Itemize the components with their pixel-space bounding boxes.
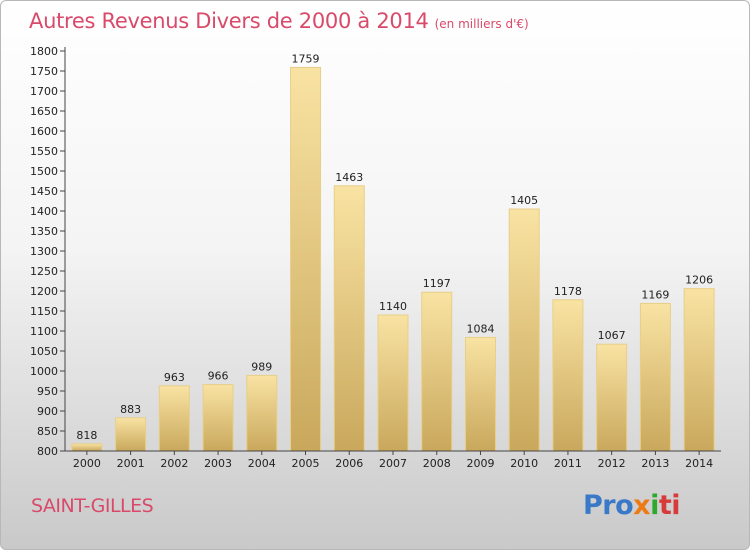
logo-part-x: x bbox=[633, 490, 651, 521]
bar-2004 bbox=[246, 374, 278, 452]
chart-subtitle: (en milliers d'€) bbox=[434, 17, 529, 31]
bar-2003 bbox=[202, 384, 234, 452]
x-tick-label-2001: 2001 bbox=[117, 457, 145, 470]
x-tick-label-2002: 2002 bbox=[160, 457, 188, 470]
y-tick-label: 1450 bbox=[30, 185, 58, 198]
x-tick-label-2005: 2005 bbox=[292, 457, 320, 470]
data-label-2013: 1169 bbox=[641, 288, 669, 301]
y-tick-label: 800 bbox=[37, 445, 58, 458]
data-label-2009: 1084 bbox=[466, 322, 494, 335]
logo-part-pro: Pro bbox=[583, 490, 634, 521]
y-tick-label: 1000 bbox=[30, 365, 58, 378]
x-tick-label-2003: 2003 bbox=[204, 457, 232, 470]
x-tick-label-2004: 2004 bbox=[248, 457, 276, 470]
proxiti-logo: Proxiti bbox=[583, 490, 681, 521]
data-label-2008: 1197 bbox=[423, 277, 451, 290]
data-label-2006: 1463 bbox=[335, 171, 363, 184]
data-label-2003: 966 bbox=[208, 370, 229, 383]
y-tick-label: 1250 bbox=[30, 265, 58, 278]
y-tick-label: 1050 bbox=[30, 345, 58, 358]
y-tick-label: 1700 bbox=[30, 85, 58, 98]
bar-2011 bbox=[552, 299, 584, 452]
data-label-2010: 1405 bbox=[510, 194, 538, 207]
x-tick-label-2012: 2012 bbox=[598, 457, 626, 470]
bar-2012 bbox=[596, 343, 628, 452]
data-label-2001: 883 bbox=[120, 403, 141, 416]
x-tick-label-2000: 2000 bbox=[73, 457, 101, 470]
y-tick-label: 1400 bbox=[30, 205, 58, 218]
logo-part-ti: ti bbox=[658, 490, 681, 521]
y-tick-label: 1300 bbox=[30, 245, 58, 258]
data-label-2011: 1178 bbox=[554, 285, 582, 298]
bar-2008 bbox=[421, 291, 453, 452]
bar-2014 bbox=[683, 288, 715, 452]
y-tick-label: 1150 bbox=[30, 305, 58, 318]
y-tick-label: 1650 bbox=[30, 105, 58, 118]
bar-2006 bbox=[333, 185, 365, 452]
y-tick-label: 1550 bbox=[30, 145, 58, 158]
data-label-2012: 1067 bbox=[598, 329, 626, 342]
data-label-2007: 1140 bbox=[379, 300, 407, 313]
y-tick-label: 1500 bbox=[30, 165, 58, 178]
bar-2007 bbox=[377, 314, 409, 452]
bar-2010 bbox=[508, 208, 540, 452]
x-tick-label-2008: 2008 bbox=[423, 457, 451, 470]
bar-2000 bbox=[71, 443, 103, 452]
chart-title: Autres Revenus Divers de 2000 à 2014 (en … bbox=[29, 9, 529, 33]
data-label-2014: 1206 bbox=[685, 274, 713, 287]
x-tick-label-2007: 2007 bbox=[379, 457, 407, 470]
x-tick-label-2006: 2006 bbox=[335, 457, 363, 470]
x-tick-label-2010: 2010 bbox=[510, 457, 538, 470]
data-label-2005: 1759 bbox=[292, 52, 320, 65]
y-tick-label: 850 bbox=[37, 425, 58, 438]
bar-2005 bbox=[290, 66, 322, 452]
bar-2001 bbox=[115, 417, 147, 452]
y-tick-label: 1350 bbox=[30, 225, 58, 238]
x-tick-label-2011: 2011 bbox=[554, 457, 582, 470]
logo-part-i: i bbox=[650, 490, 659, 521]
y-tick-label: 1800 bbox=[30, 45, 58, 58]
data-label-2004: 989 bbox=[251, 360, 272, 373]
x-tick-label-2014: 2014 bbox=[685, 457, 713, 470]
x-tick-label-2009: 2009 bbox=[466, 457, 494, 470]
bar-2013 bbox=[639, 302, 671, 452]
y-tick-label: 1750 bbox=[30, 65, 58, 78]
x-tick-label-2013: 2013 bbox=[641, 457, 669, 470]
data-label-2000: 818 bbox=[76, 429, 97, 442]
bar-2002 bbox=[158, 385, 190, 452]
y-tick-label: 1200 bbox=[30, 285, 58, 298]
bar-2009 bbox=[464, 336, 496, 452]
y-tick-label: 950 bbox=[37, 385, 58, 398]
y-tick-label: 900 bbox=[37, 405, 58, 418]
commune-name: SAINT-GILLES bbox=[31, 495, 154, 517]
y-tick-label: 1100 bbox=[30, 325, 58, 338]
y-tick-label: 1600 bbox=[30, 125, 58, 138]
data-label-2002: 963 bbox=[164, 371, 185, 384]
